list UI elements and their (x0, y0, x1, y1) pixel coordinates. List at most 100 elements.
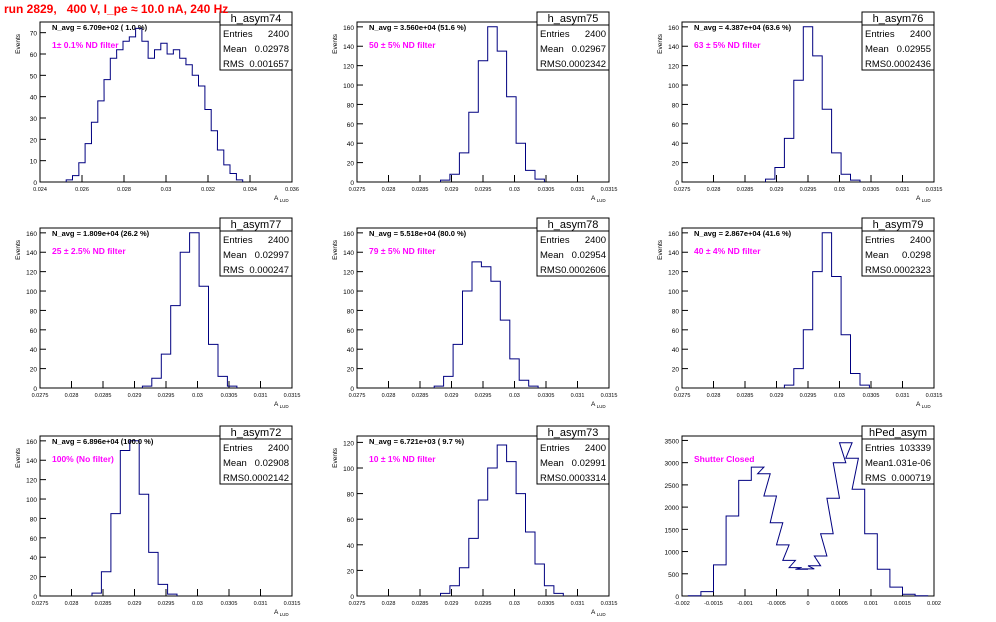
x-axis-title: A LUD (916, 401, 931, 409)
y-tick-label: 20 (347, 161, 355, 168)
y-tick-label: 140 (343, 250, 354, 257)
y-tick-label: 20 (30, 575, 38, 582)
stats-value: 0.02954 (572, 250, 606, 261)
stats-value: 0.0003314 (561, 473, 606, 484)
navg-label: N_avg = 3.560e+04 (51.6 %) (369, 23, 467, 32)
y-tick-label: 160 (668, 25, 679, 32)
stats-label: RMS (540, 59, 561, 70)
x-tick-label: 0.031 (896, 393, 910, 399)
stats-value: 2400 (268, 235, 289, 246)
stats-label: RMS (865, 265, 886, 276)
stats-value: 0.02991 (572, 458, 606, 469)
histogram-panel-h_asym73: 0 20 40 60 80 100 120 0.0275 0.028 0.0285 0.029 0.0… (332, 425, 618, 617)
stats-label: Mean (223, 44, 247, 55)
y-tick-label: 20 (672, 161, 680, 168)
x-tick-label: 0.0275 (674, 393, 691, 399)
y-tick-label: 0 (33, 386, 37, 393)
y-tick-label: 20 (30, 367, 38, 374)
y-tick-label: 80 (672, 102, 680, 109)
y-tick-label: 40 (672, 141, 680, 148)
y-tick-label: 2000 (665, 505, 680, 512)
y-axis-title: Events (332, 447, 339, 468)
stats-box (219, 217, 293, 277)
histogram-line (765, 26, 861, 182)
x-axis-title: A LUD (274, 609, 289, 617)
navg-label: N_avg = 6.721e+03 ( 9.7 %) (369, 437, 465, 446)
x-tick-label: 0.0305 (221, 393, 238, 399)
y-tick-label: 0 (350, 180, 354, 187)
histogram-panel-h_asym79: 0 20 40 60 80 100 120 140 160 0.0275 0.028 0.0285 0.… (657, 217, 942, 409)
y-axis-title: Events (15, 447, 22, 468)
y-tick-label: 20 (347, 367, 355, 374)
x-tick-label: 0.0295 (158, 601, 175, 607)
y-tick-label: 20 (347, 568, 355, 575)
y-tick-label: 60 (347, 328, 355, 335)
stats-label: Entries (223, 29, 253, 40)
y-tick-label: 80 (30, 308, 38, 315)
stats-box (536, 217, 610, 277)
y-tick-label: 160 (343, 25, 354, 32)
stats-box (219, 11, 293, 71)
stats-label: Entries (540, 29, 570, 40)
x-tick-label: 0.03 (834, 187, 845, 193)
stats-label: Mean (540, 250, 564, 261)
stats-title: h_asym77 (231, 219, 282, 231)
x-tick-label: 0.0315 (284, 393, 301, 399)
x-tick-label: 0.0275 (349, 393, 366, 399)
stats-title: hPed_asym (869, 427, 927, 439)
stats-title: h_asym79 (873, 219, 924, 231)
x-tick-label: 0.031 (571, 601, 585, 607)
x-tick-label: 0.0275 (32, 601, 49, 607)
filter-label: 79 ± 5% ND filter (369, 246, 436, 256)
histogram-line (440, 26, 545, 182)
y-tick-label: 70 (30, 31, 38, 38)
stats-label: Mean (865, 250, 889, 261)
x-axis-title: A LUD (916, 195, 931, 203)
y-tick-label: 2500 (665, 483, 680, 490)
stats-label: RMS (223, 265, 244, 276)
x-tick-label: 0.0285 (412, 187, 429, 193)
y-tick-label: 40 (347, 347, 355, 354)
y-tick-label: 80 (347, 102, 355, 109)
stats-value: 0.0002606 (561, 265, 606, 276)
x-tick-label: 0.0275 (674, 187, 691, 193)
x-tick-label: 0.03 (834, 393, 845, 399)
x-tick-label: 0.028 (707, 187, 721, 193)
x-tick-label: 0.024 (33, 187, 47, 193)
stats-box (536, 11, 610, 71)
x-tick-label: 0.028 (65, 601, 79, 607)
y-axis-title: Events (332, 33, 339, 54)
stats-value: 0.02967 (572, 44, 606, 55)
y-tick-label: 3000 (665, 461, 680, 468)
histogram-line (91, 440, 178, 596)
stats-value: 0.0002142 (244, 473, 289, 484)
x-tick-label: 0.03 (192, 601, 203, 607)
x-tick-label: 0.0315 (601, 601, 618, 607)
histogram-panel-h_asym72: 0 20 40 60 80 100 120 140 160 0.0275 0.028 0.0285 0.… (15, 425, 300, 617)
navg-label: N_avg = 6.709e+02 ( 1.0 %) (52, 23, 148, 32)
x-tick-label: 0.0295 (475, 601, 492, 607)
y-tick-label: 80 (30, 516, 38, 523)
stats-box (861, 217, 935, 277)
y-tick-label: 40 (347, 543, 355, 550)
filter-label: 10 ± 1% ND filter (369, 454, 436, 464)
y-tick-label: 120 (26, 270, 37, 277)
navg-label: N_avg = 2.867e+04 (41.6 %) (694, 229, 792, 238)
y-tick-label: 40 (347, 141, 355, 148)
stats-label: Entries (223, 443, 253, 454)
y-tick-label: 0 (675, 594, 679, 601)
x-tick-label: 0.0295 (475, 187, 492, 193)
y-tick-label: 0 (350, 594, 354, 601)
histogram-line (141, 232, 238, 388)
stats-value: 0.02908 (255, 458, 289, 469)
histogram-panel-h_asym75: 0 20 40 60 80 100 120 140 160 0.0275 0.028 0.0285 0.… (332, 11, 617, 203)
x-tick-label: 0.031 (254, 393, 268, 399)
y-tick-label: 160 (26, 231, 37, 238)
navg-label: N_avg = 4.387e+04 (63.6 %) (694, 23, 792, 32)
x-tick-label: 0.001 (864, 601, 878, 607)
y-tick-label: 140 (668, 44, 679, 51)
x-tick-label: 0.026 (75, 187, 89, 193)
y-axis-title: Events (15, 239, 22, 260)
stats-value: 0.02997 (255, 250, 289, 261)
y-tick-label: 100 (343, 466, 354, 473)
